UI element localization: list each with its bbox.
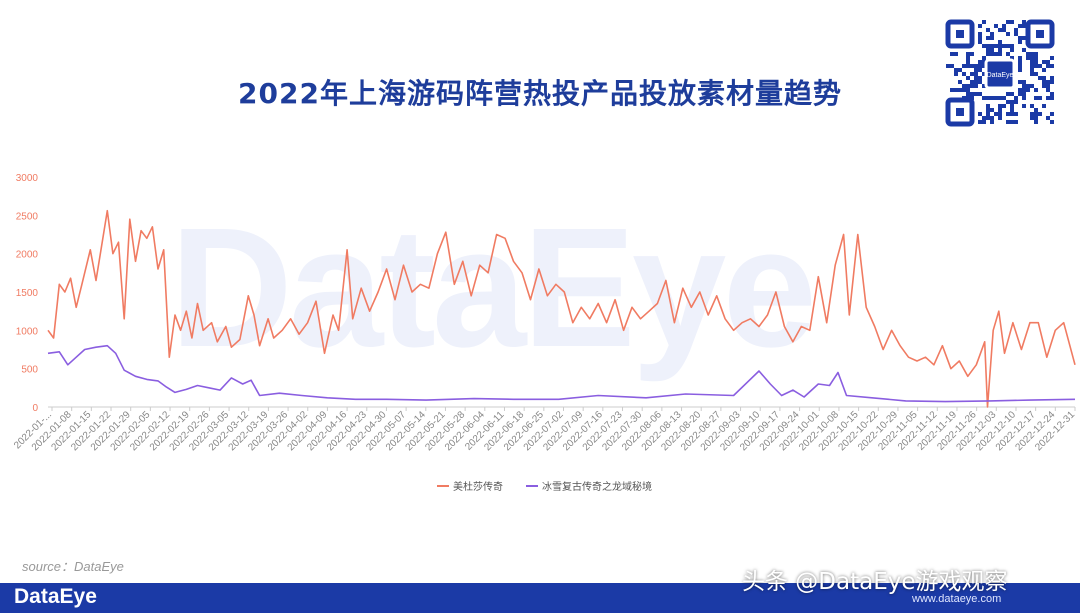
y-tick-label: 500 (21, 365, 38, 376)
caption-watermark: 头条 @DataEye游戏观察 (742, 569, 1008, 595)
line-chart: 0 500 1000 1500 2000 2500 3000 2022-01-...2022… (12, 173, 1077, 493)
chart-title: 2022年上海游码阵营热投产品投放素材量趋势 (238, 77, 842, 110)
legend: 美杜莎传奇 冰雪复古传奇之龙域秘境 (437, 480, 652, 493)
y-tick-label: 2000 (16, 250, 39, 261)
source-note: source：DataEye (22, 559, 124, 574)
footer-bar: DataEye (0, 583, 1080, 613)
y-tick-label: 3000 (16, 173, 39, 184)
series-line-1 (47, 344, 1076, 403)
y-axis: 0 500 1000 1500 2000 2500 3000 (16, 173, 39, 414)
y-tick-label: 1500 (16, 288, 39, 299)
series-line-0 (47, 209, 1076, 408)
y-tick-label: 0 (32, 403, 38, 414)
qr-code: DataEye (944, 18, 1056, 128)
y-tick-label: 1000 (16, 326, 39, 337)
legend-label-0: 美杜莎传奇 (453, 480, 503, 493)
footer-logo: DataEye (14, 585, 97, 608)
dataeye-watermark: DataEye (170, 193, 817, 383)
qr-center-label: DataEye (987, 72, 1014, 79)
x-axis: 2022-01-...2022-01-082022-01-152022-01-2… (12, 406, 1077, 453)
series-layer (47, 209, 1076, 408)
y-tick-label: 2500 (16, 211, 39, 222)
legend-label-1: 冰雪复古传奇之龙域秘境 (542, 480, 652, 493)
caption-url: www.dataeye.com (912, 593, 1002, 605)
